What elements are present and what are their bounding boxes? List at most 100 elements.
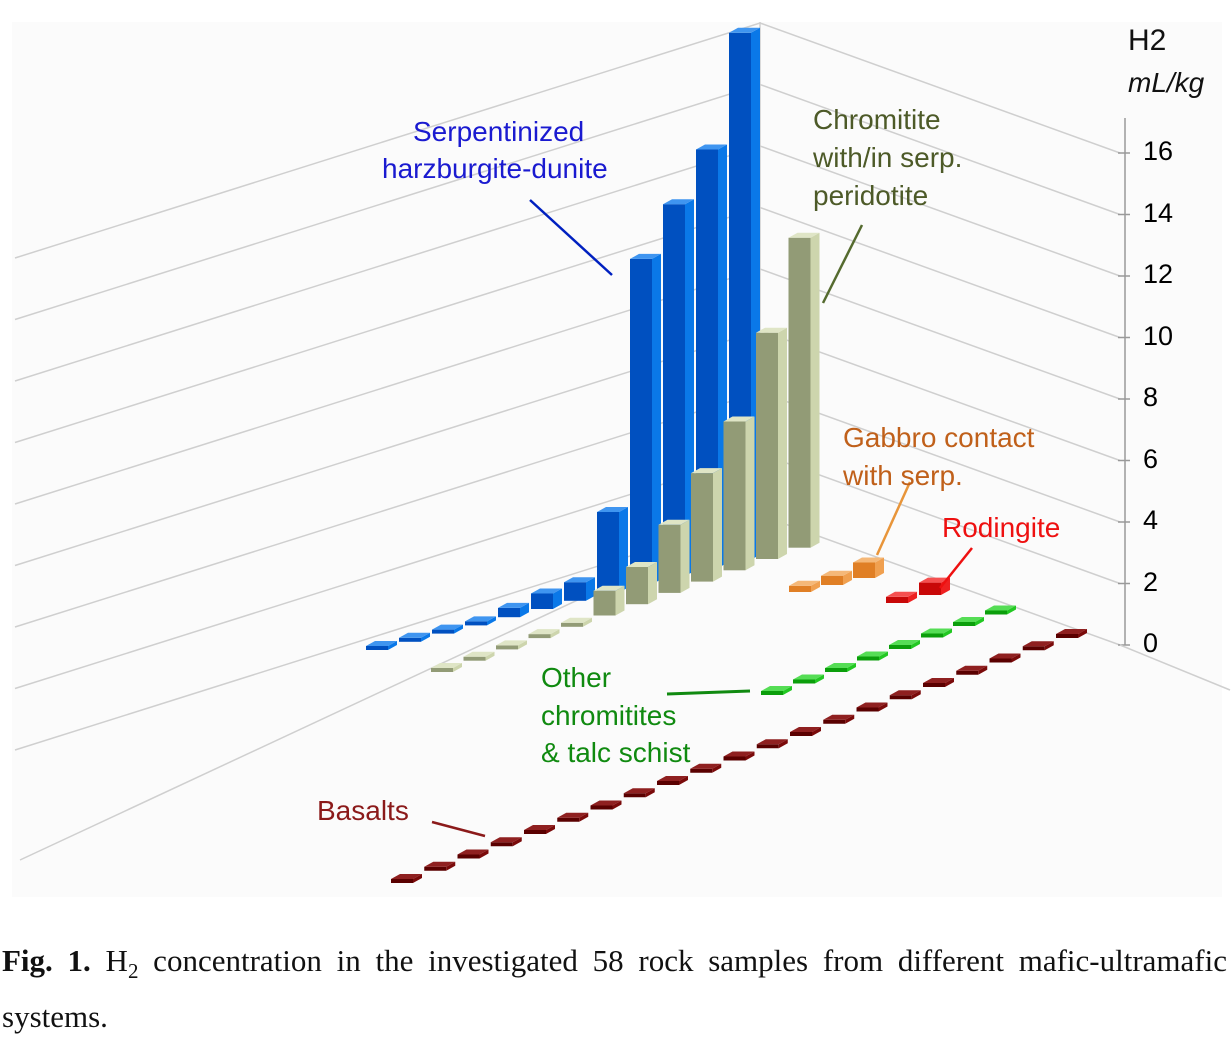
y-tick-label: 10	[1143, 320, 1174, 351]
bar-front-face	[825, 668, 847, 672]
bar-top-face	[630, 253, 661, 259]
bar-top-face	[366, 641, 397, 646]
bar-front-face	[496, 645, 518, 650]
bar-front-face	[490, 842, 513, 847]
bar-top-face	[956, 665, 988, 671]
bar-front-face	[790, 732, 812, 736]
bar-front-face	[886, 596, 908, 603]
bar	[857, 651, 888, 661]
bar-side-face	[487, 616, 496, 626]
bar-top-face	[729, 27, 760, 33]
label-other-3: & talc schist	[541, 737, 691, 768]
bar-front-face	[424, 866, 447, 871]
bar	[789, 580, 820, 592]
bar-top-face	[756, 739, 788, 745]
bar-side-face	[875, 557, 884, 578]
bar-top-face	[658, 519, 690, 525]
label-serpentinized-2: harzburgite-dunite	[382, 153, 608, 184]
bar-side-face	[615, 585, 625, 616]
bar-top-face	[597, 507, 628, 512]
bar	[626, 562, 657, 605]
bar-front-face	[789, 585, 811, 592]
bar-front-face	[431, 668, 453, 672]
series-5	[391, 629, 1087, 883]
bar	[953, 617, 984, 626]
bar-top-face	[923, 678, 954, 683]
label-rodingite: Rodingite	[942, 512, 1061, 543]
bar	[524, 825, 555, 834]
bar-front-face	[853, 562, 875, 578]
label-chromitite-2: with/in serp.	[813, 142, 963, 173]
bar-side-face	[945, 678, 954, 687]
leader-basalts	[431, 820, 486, 838]
bar-top-face	[953, 617, 984, 622]
bar-side-face	[712, 763, 722, 773]
series-2	[789, 557, 884, 592]
series-4	[761, 605, 1016, 695]
bar-top-face	[623, 788, 655, 794]
bar-side-face	[783, 686, 792, 695]
bar-side-face	[619, 507, 628, 593]
bar-front-face	[889, 695, 912, 700]
bar-side-face	[847, 663, 856, 672]
bar	[823, 714, 855, 724]
bar-side-face	[778, 327, 787, 559]
bar-side-face	[778, 739, 788, 749]
bar-top-face	[789, 580, 820, 586]
bar-side-face	[812, 727, 821, 736]
bar-top-face	[496, 640, 527, 646]
bar-side-face	[911, 690, 921, 700]
bar	[790, 727, 821, 736]
leader-gabbro	[875, 481, 912, 556]
bar-side-face	[879, 651, 888, 661]
bars	[366, 27, 1087, 883]
series-3	[886, 577, 950, 603]
bar-front-face	[658, 524, 681, 593]
bar-front-face	[564, 582, 586, 601]
bar-front-face	[623, 793, 646, 798]
bar	[424, 861, 456, 871]
bar	[528, 629, 560, 639]
bar-top-face	[593, 585, 625, 591]
bar	[366, 641, 397, 650]
bar	[465, 616, 496, 626]
bar-top-face	[524, 825, 555, 830]
bar-front-face	[663, 204, 685, 577]
bar	[630, 253, 661, 585]
bar-front-face	[531, 593, 553, 609]
bar-side-face	[745, 751, 755, 761]
bar	[531, 588, 562, 609]
bar-top-face	[424, 861, 456, 867]
bar-side-face	[975, 617, 984, 626]
bar	[793, 674, 824, 684]
bar-top-face	[696, 144, 727, 150]
bar-front-face	[524, 830, 546, 834]
bar-front-face	[921, 633, 943, 638]
y-tick-label: 16	[1143, 136, 1174, 166]
bar-side-face	[1007, 605, 1016, 615]
bar	[723, 416, 755, 571]
label-other-1: Other	[541, 662, 612, 693]
bar-side-face	[652, 253, 661, 585]
bar-top-face	[1022, 641, 1054, 647]
bar	[391, 874, 422, 883]
bar-front-face	[657, 781, 679, 785]
bar-front-face	[985, 610, 1007, 615]
bar-front-face	[1056, 634, 1078, 638]
bar-front-face	[821, 575, 843, 585]
bar	[989, 653, 1021, 663]
bar-side-face	[713, 468, 722, 582]
bar	[856, 702, 888, 712]
y-tick-label: 0	[1143, 628, 1159, 658]
bar-top-face	[465, 616, 496, 622]
leader-lines	[431, 199, 973, 838]
bar	[889, 640, 920, 649]
bar	[593, 585, 625, 616]
bar-side-face	[911, 640, 920, 649]
y-axis-unit: mL/kg	[1128, 67, 1205, 98]
bar-front-face	[723, 756, 746, 761]
bar-top-face	[921, 628, 952, 634]
bar-side-face	[579, 812, 589, 822]
bar-top-face	[989, 653, 1021, 659]
bar-side-face	[843, 570, 852, 585]
